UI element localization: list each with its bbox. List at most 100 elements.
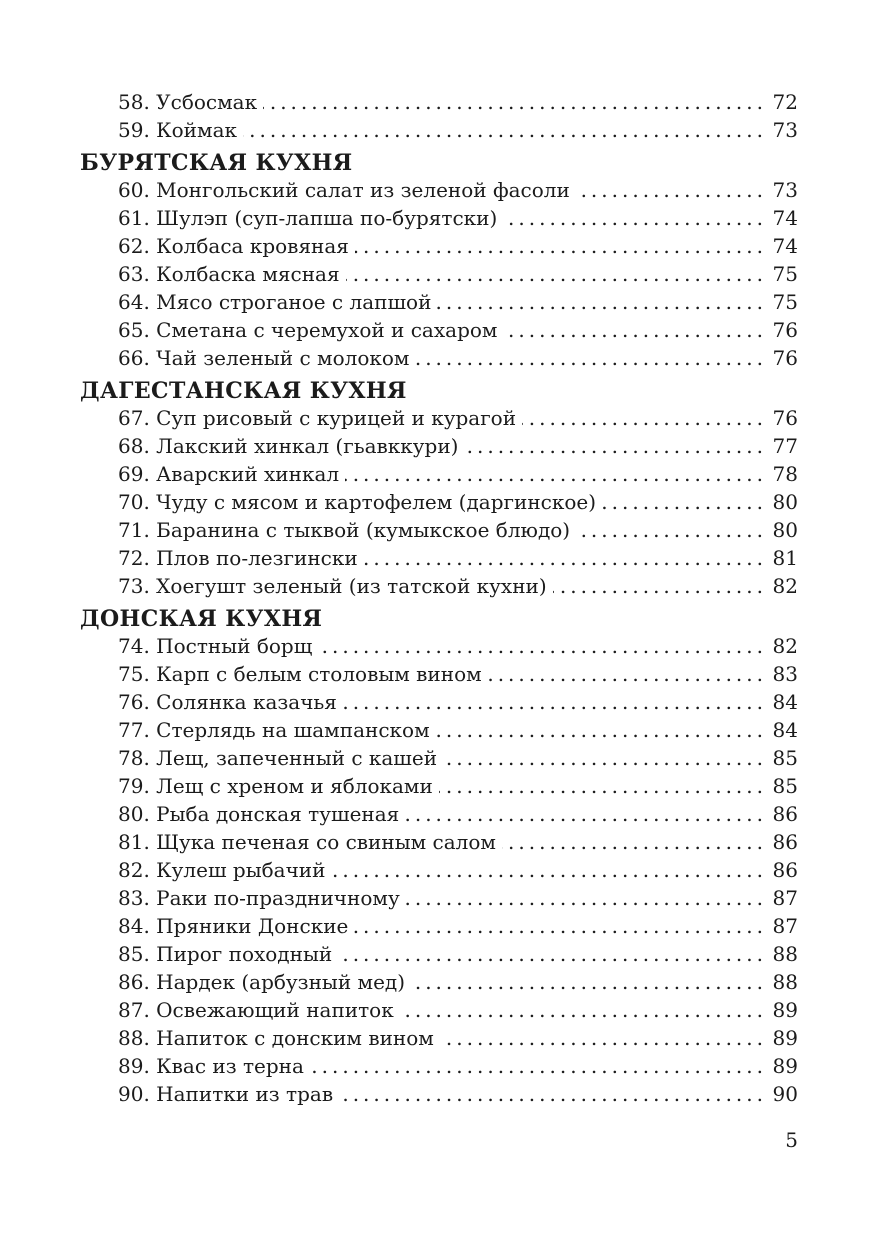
toc-section: БУРЯТСКАЯ КУХНЯ 60. Монгольский салат из…: [80, 150, 798, 372]
entry-page-number: 74: [772, 234, 798, 258]
entry-page-number: 87: [772, 886, 798, 910]
entry-label: 61. Шулэп (суп-лапша по-бурятски): [118, 206, 498, 230]
entry-page-number: 80: [772, 490, 798, 514]
entry-label: 62. Колбаса кровяная: [118, 234, 349, 258]
entry-page-number: 89: [772, 1054, 798, 1078]
toc-entry: 59. Коймак 73: [80, 116, 798, 144]
dot-leader: [443, 744, 767, 772]
entry-label: 88. Напиток с донским вином: [118, 1026, 434, 1050]
entry-page-number: 84: [772, 690, 798, 714]
toc-entry: 74. Постный борщ 82: [80, 632, 798, 660]
toc-entry: 64. Мясо строганое с лапшой 75: [80, 288, 798, 316]
dot-leader: [355, 232, 767, 260]
dot-leader: [364, 544, 767, 572]
toc-entry: 63. Колбаска мясная 75: [80, 260, 798, 288]
entry-page-number: 85: [772, 746, 798, 770]
entry-label: 85. Пирог походный: [118, 942, 333, 966]
dot-leader: [503, 204, 767, 232]
toc-entry: 81. Щука печеная со свиным салом 86: [80, 828, 798, 856]
entry-label: 76. Солянка казачья: [118, 690, 337, 714]
entry-label: 73. Хоегушт зеленый (из татской кухни): [118, 574, 547, 598]
entry-page-number: 76: [772, 406, 798, 430]
entry-label: 63. Колбаска мясная: [118, 262, 340, 286]
entry-page-number: 76: [772, 318, 798, 342]
entry-page-number: 82: [772, 634, 798, 658]
toc-entry: 60. Монгольский салат из зеленой фасоли …: [80, 176, 798, 204]
toc-entry: 68. Лакский хинкал (гьавккури) 77: [80, 432, 798, 460]
entry-label: 81. Щука печеная со свиным салом: [118, 830, 496, 854]
dot-leader: [602, 488, 767, 516]
toc-entry: 61. Шулэп (суп-лапша по-бурятски) 74: [80, 204, 798, 232]
entry-label: 68. Лакский хинкал (гьавккури): [118, 434, 459, 458]
section-title: БУРЯТСКАЯ КУХНЯ: [80, 150, 353, 176]
entry-label: 75. Карп с белым столовым вином: [118, 662, 482, 686]
entry-page-number: 83: [772, 662, 798, 686]
toc-entry: 69. Аварский хинкал 78: [80, 460, 798, 488]
dot-leader: [522, 404, 767, 432]
entry-page-number: 80: [772, 518, 798, 542]
entry-page-number: 73: [772, 178, 798, 202]
toc-entry: 82. Кулеш рыбачий 86: [80, 856, 798, 884]
entry-label: 71. Баранина с тыквой (кумыкское блюдо): [118, 518, 571, 542]
entry-page-number: 75: [772, 262, 798, 286]
entry-label: 74. Постный борщ: [118, 634, 313, 658]
dot-leader: [576, 176, 767, 204]
dot-leader: [502, 828, 767, 856]
entry-page-number: 86: [772, 858, 798, 882]
dot-leader: [343, 688, 767, 716]
dot-leader: [405, 800, 767, 828]
entry-label: 89. Квас из терна: [118, 1054, 304, 1078]
toc-entry: 72. Плов по-лезгински 81: [80, 544, 798, 572]
entry-label: 77. Стерлядь на шампанском: [118, 718, 430, 742]
toc-entry: 84. Пряники Донские 87: [80, 912, 798, 940]
toc-entry: 79. Лещ с хреном и яблоками 85: [80, 772, 798, 800]
toc-entry: 76. Солянка казачья 84: [80, 688, 798, 716]
dot-leader: [488, 660, 767, 688]
dot-leader: [318, 632, 767, 660]
entry-page-number: 73: [772, 118, 798, 142]
entry-label: 67. Суп рисовый с курицей и курагой: [118, 406, 517, 430]
entry-page-number: 86: [772, 802, 798, 826]
toc-entry: 73. Хоегушт зеленый (из татской кухни) 8…: [80, 572, 798, 600]
entry-label: 58. Усбосмак: [118, 90, 258, 114]
entry-page-number: 81: [772, 546, 798, 570]
entry-label: 90. Напитки из трав: [118, 1082, 334, 1106]
dot-leader: [243, 116, 767, 144]
toc-entry: 88. Напиток с донским вином 89: [80, 1024, 798, 1052]
toc-entry: 78. Лещ, запеченный с кашей 85: [80, 744, 798, 772]
toc-entry: 58. Усбосмак 72: [80, 88, 798, 116]
entry-label: 83. Раки по-праздничному: [118, 886, 400, 910]
dot-leader: [354, 912, 767, 940]
toc-entry: 65. Сметана с черемухой и сахаром 76: [80, 316, 798, 344]
toc-entry: 62. Колбаса кровяная 74: [80, 232, 798, 260]
toc-entry: 85. Пирог походный 88: [80, 940, 798, 968]
dot-leader: [310, 1052, 767, 1080]
section-title: ДОНСКАЯ КУХНЯ: [80, 606, 323, 632]
toc-entry: 77. Стерлядь на шампанском 84: [80, 716, 798, 744]
section-entries: 60. Монгольский салат из зеленой фасоли …: [80, 176, 798, 372]
entry-page-number: 77: [772, 434, 798, 458]
dot-leader: [346, 260, 767, 288]
dot-leader: [503, 316, 767, 344]
dot-leader: [263, 88, 767, 116]
dot-leader: [437, 288, 767, 316]
toc-entry: 75. Карп с белым столовым вином 83: [80, 660, 798, 688]
dot-leader: [339, 1080, 767, 1108]
entry-page-number: 85: [772, 774, 798, 798]
entry-label: 78. Лещ, запеченный с кашей: [118, 746, 438, 770]
dot-leader: [400, 996, 767, 1024]
entry-label: 86. Нардек (арбузный мед): [118, 970, 406, 994]
entry-page-number: 74: [772, 206, 798, 230]
dot-leader: [338, 940, 767, 968]
entry-label: 69. Аварский хинкал: [118, 462, 340, 486]
toc-entry: 90. Напитки из трав 90: [80, 1080, 798, 1108]
dot-leader: [439, 772, 767, 800]
dot-leader: [331, 856, 767, 884]
dot-leader: [440, 1024, 767, 1052]
dot-leader: [406, 884, 767, 912]
section-entries: 58. Усбосмак 72 59. Коймак 73: [80, 88, 798, 144]
toc-section: 58. Усбосмак 72 59. Коймак 73: [80, 88, 798, 144]
toc-entry: 66. Чай зеленый с молоком 76: [80, 344, 798, 372]
entry-label: 70. Чуду с мясом и картофелем (даргинско…: [118, 490, 597, 514]
dot-leader: [464, 432, 767, 460]
